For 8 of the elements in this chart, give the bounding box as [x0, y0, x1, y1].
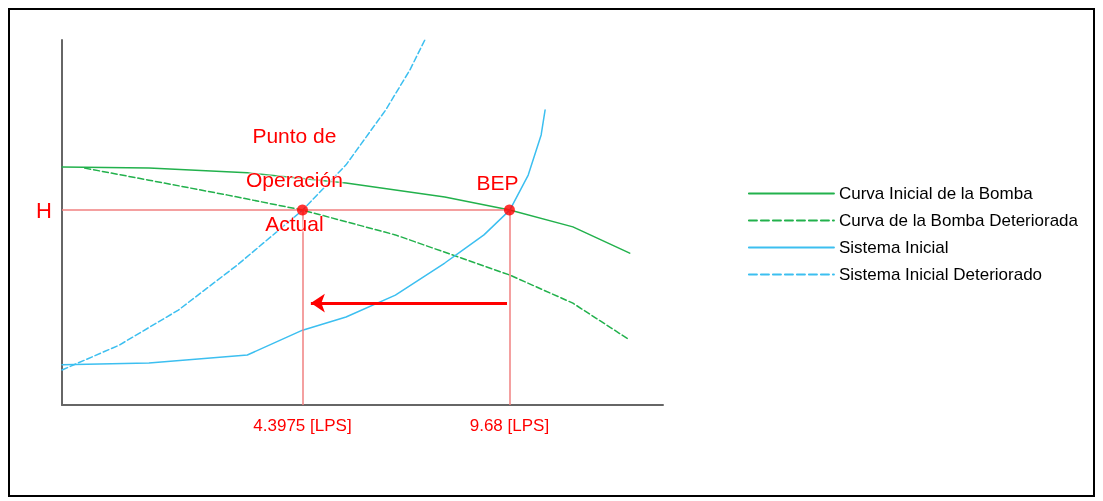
legend-label: Curva de la Bomba Deteriorada [838, 211, 1079, 230]
legend-label: Sistema Inicial [838, 238, 949, 257]
ref-line-label: H [36, 197, 52, 223]
x-tick-label: 4.3975 [LPS] [253, 416, 352, 435]
annotation: BEP [475, 170, 520, 197]
legend-label: Curva Inicial de la Bomba [838, 184, 1034, 203]
x-tick-label: 9.68 [LPS] [469, 416, 550, 435]
legend-label: Sistema Inicial Deteriorado [838, 265, 1043, 284]
